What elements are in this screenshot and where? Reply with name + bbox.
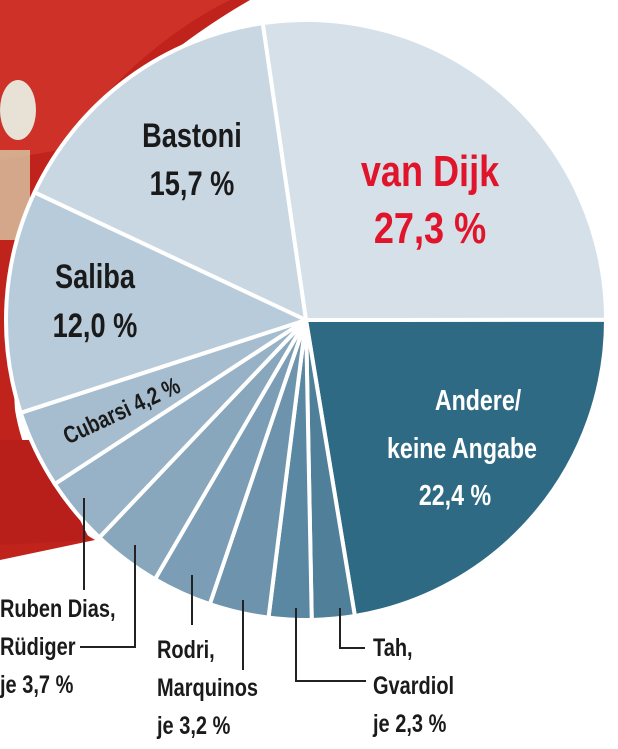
leader-lines xyxy=(80,498,366,682)
label-bastoni: Bastoni xyxy=(142,116,242,155)
leader-line-gvardiol xyxy=(295,608,366,682)
leader-line-tah xyxy=(339,608,365,649)
pie-slice-van-dijk xyxy=(260,18,608,322)
label-andere-1: Andere/ xyxy=(435,383,522,416)
callout-rodri-line2: Marquinos xyxy=(157,674,258,702)
callout-rodri-line3: je 3,2 % xyxy=(156,712,230,740)
callout-dias-line1: Ruben Dias, xyxy=(0,595,116,623)
background-photo xyxy=(0,0,250,560)
value-van-dijk: 27,3 % xyxy=(374,204,486,253)
label-van-dijk: van Dijk xyxy=(361,147,500,196)
leader-line-ruediger xyxy=(80,545,136,648)
value-saliba: 12,0 % xyxy=(53,306,138,345)
value-andere: 22,4 % xyxy=(419,478,491,511)
callout-tah-line1: Tah, xyxy=(373,634,413,662)
callout-tah-line2: Gvardiol xyxy=(373,672,454,700)
callout-dias-line3: je 3,7 % xyxy=(0,671,73,699)
label-saliba: Saliba xyxy=(55,257,136,296)
pie-slice-andere-keine-angabe xyxy=(304,317,608,618)
callout-dias-line2: Rüdiger xyxy=(0,633,76,661)
value-bastoni: 15,7 % xyxy=(150,164,235,203)
pie-slice-bastoni xyxy=(32,21,308,322)
callout-tah-line3: je 2,3 % xyxy=(372,710,446,738)
label-andere-2: keine Angabe xyxy=(387,431,537,464)
callout-rodri-line1: Rodri, xyxy=(157,636,215,664)
pie-slices xyxy=(4,18,608,622)
pie-slice-saliba xyxy=(4,190,308,415)
